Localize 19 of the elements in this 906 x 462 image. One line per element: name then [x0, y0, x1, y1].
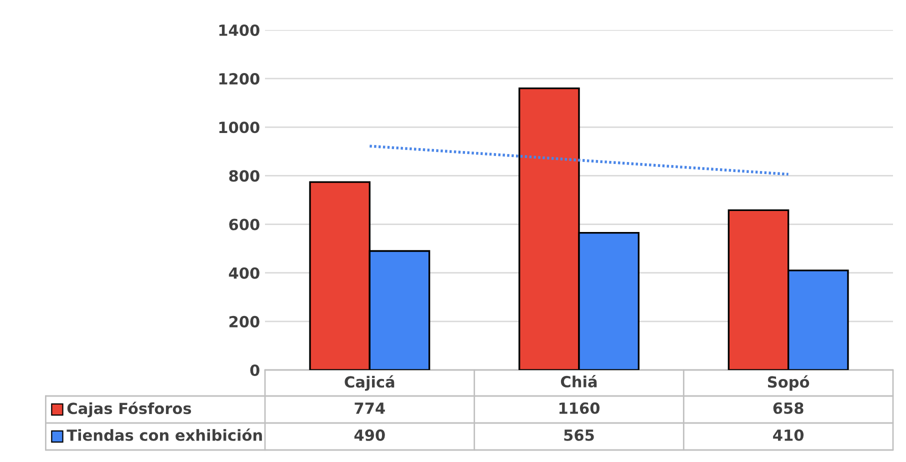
data-label: 1160: [559, 402, 600, 414]
x-tick-label: Chiá: [560, 374, 597, 388]
data-label: 490: [354, 429, 385, 441]
legend-label: Tiendas con exhibición: [66, 428, 262, 441]
y-tick-label: 200: [229, 316, 260, 328]
data-label: 774: [354, 402, 385, 414]
data-label: 658: [773, 402, 804, 414]
y-tick-label: 400: [228, 267, 260, 279]
x-tick-label: Cajicá: [344, 375, 394, 391]
y-tick-label: 600: [229, 218, 260, 230]
x-tick-label: Sopó: [768, 375, 810, 391]
y-tick-label: 800: [229, 170, 260, 182]
data-label: 565: [564, 429, 594, 441]
data-label: 410: [773, 429, 804, 441]
y-tick-label: 0: [250, 364, 260, 376]
y-tick-label: 1000: [219, 122, 260, 134]
y-tick-label: 1400: [219, 24, 260, 36]
legend-label: Cajas Fósforos: [67, 402, 192, 418]
y-tick-label: 1200: [219, 73, 260, 85]
